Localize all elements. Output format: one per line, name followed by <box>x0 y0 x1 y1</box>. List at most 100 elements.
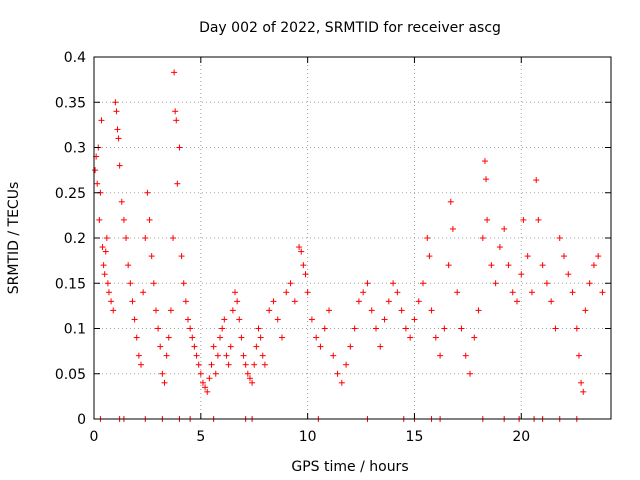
data-point <box>377 343 384 350</box>
data-point <box>257 334 264 341</box>
data-point <box>195 361 202 368</box>
data-point <box>300 262 307 269</box>
data-point <box>514 298 520 305</box>
x-axis-title: GPS time / hours <box>291 459 408 475</box>
data-point <box>98 117 105 124</box>
data-point <box>308 316 315 323</box>
data-point <box>129 298 136 305</box>
data-point <box>368 307 375 314</box>
data-point <box>441 325 448 332</box>
data-point <box>103 235 110 241</box>
data-point <box>565 271 572 278</box>
data-point <box>524 253 531 260</box>
data-point <box>214 352 221 359</box>
data-point <box>296 244 303 251</box>
data-point <box>578 379 585 386</box>
data-point <box>105 289 112 296</box>
data-point <box>501 225 508 232</box>
data-point <box>355 298 362 305</box>
data-point <box>535 216 542 223</box>
data-point <box>229 307 236 314</box>
data-point <box>120 216 127 223</box>
data-point <box>187 325 194 332</box>
data-point <box>253 343 260 350</box>
data-point <box>580 388 587 395</box>
data-point <box>251 361 258 368</box>
data-point <box>144 189 151 196</box>
data-point <box>599 289 606 296</box>
data-point <box>101 271 108 278</box>
data-point <box>467 370 473 377</box>
data-point <box>172 108 179 115</box>
data-point <box>96 216 103 223</box>
data-point <box>330 352 337 359</box>
data-point <box>548 298 555 305</box>
y-tick-label: 0.15 <box>55 276 86 292</box>
data-point <box>488 262 495 269</box>
data-point <box>155 325 162 332</box>
data-point <box>520 216 527 223</box>
data-point <box>110 307 117 314</box>
data-point <box>266 307 273 314</box>
data-point <box>116 162 123 169</box>
data-point <box>426 253 433 260</box>
data-point <box>185 316 191 323</box>
data-point <box>94 180 101 187</box>
data-point <box>569 289 576 296</box>
data-point <box>283 289 290 296</box>
y-tick-label: 0.35 <box>55 95 86 111</box>
data-point <box>197 370 204 377</box>
y-tick-label: 0.1 <box>64 322 86 338</box>
data-point <box>232 289 238 296</box>
data-point <box>255 325 262 332</box>
data-point <box>317 343 324 350</box>
data-point <box>127 280 134 287</box>
data-point <box>140 289 147 296</box>
data-point <box>204 388 211 395</box>
data-point <box>223 352 230 359</box>
data-point <box>112 99 119 106</box>
data-point <box>208 361 215 368</box>
data-point <box>138 361 144 368</box>
data-point <box>171 69 178 76</box>
data-point <box>390 280 397 287</box>
data-point <box>131 316 138 323</box>
x-tick-label: 10 <box>299 429 317 445</box>
data-point <box>533 177 540 184</box>
data-point <box>428 307 435 314</box>
chart-title: Day 002 of 2022, SRMTID for receiver asc… <box>199 20 501 36</box>
data-point <box>398 307 405 314</box>
data-point <box>199 379 206 386</box>
x-tick-label: 20 <box>512 429 530 445</box>
data-point <box>225 361 232 368</box>
data-point <box>402 325 409 332</box>
data-point <box>518 271 525 278</box>
data-point <box>170 235 177 241</box>
data-point <box>159 370 166 377</box>
data-point <box>586 280 593 287</box>
y-axis-title: SRMTID / TECUs <box>6 182 22 295</box>
data-point <box>287 280 294 287</box>
data-point <box>259 352 266 359</box>
data-point <box>157 343 164 350</box>
y-tick-label: 0.4 <box>64 50 86 66</box>
data-point <box>582 307 589 314</box>
data-point <box>543 280 550 287</box>
data-point <box>394 289 401 296</box>
data-point <box>227 343 234 350</box>
data-point <box>552 325 559 332</box>
data-point <box>148 253 155 260</box>
data-point <box>479 235 486 241</box>
data-point <box>415 298 422 305</box>
data-point <box>449 225 456 232</box>
data-point <box>274 316 281 323</box>
data-point <box>270 298 277 305</box>
data-point <box>167 307 174 314</box>
y-tick-label: 0 <box>77 412 86 428</box>
data-point <box>539 262 546 269</box>
data-point <box>261 361 268 368</box>
data-point <box>437 352 444 359</box>
data-point <box>575 352 582 359</box>
